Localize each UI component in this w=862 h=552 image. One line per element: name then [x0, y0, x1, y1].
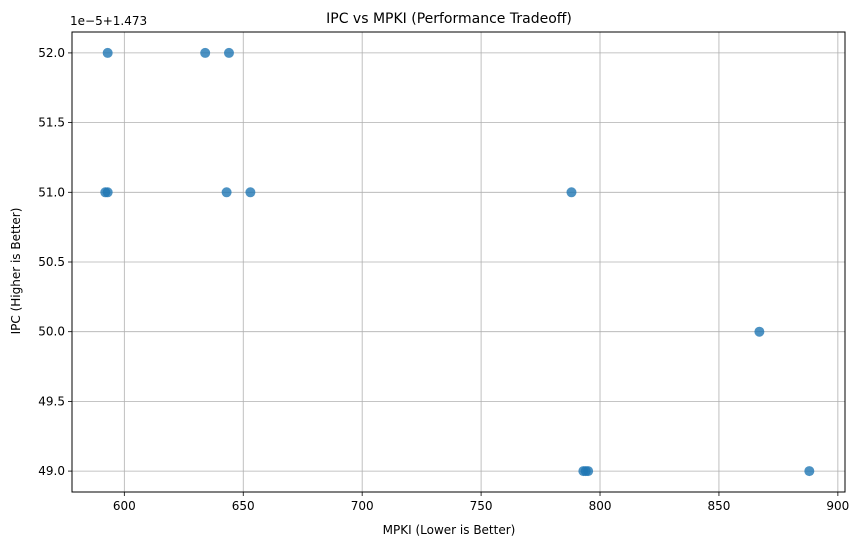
data-point [200, 47, 211, 58]
y-axis-label: IPC (Higher is Better) [9, 208, 23, 335]
x-axis-label: MPKI (Lower is Better) [383, 523, 516, 537]
x-tick-label: 800 [589, 499, 612, 513]
data-point [221, 187, 232, 198]
x-tick-label: 750 [470, 499, 493, 513]
data-points [100, 47, 815, 477]
data-point [583, 466, 594, 477]
x-tick-label: 600 [113, 499, 136, 513]
x-tick-label: 850 [707, 499, 730, 513]
chart-title: IPC vs MPKI (Performance Tradeoff) [326, 11, 572, 27]
data-point [223, 47, 234, 58]
data-point [566, 187, 577, 198]
y-tick-label: 50.0 [38, 325, 65, 339]
y-tick-label: 51.5 [38, 116, 65, 130]
data-point [102, 187, 113, 198]
data-point [245, 187, 256, 198]
grid-lines [72, 32, 845, 492]
y-tick-label: 49.0 [38, 464, 65, 478]
y-tick-label: 52.0 [38, 46, 65, 60]
data-point [754, 326, 765, 337]
y-offset-text: 1e−5+1.473 [70, 14, 147, 28]
x-tick-label: 650 [232, 499, 255, 513]
data-point [102, 47, 113, 58]
x-tick-label: 900 [826, 499, 849, 513]
x-tick-label: 700 [351, 499, 374, 513]
data-point [804, 466, 815, 477]
axis-ticks: 600 650 700 750 800 850 900 49.0 49.5 50.0 50.5 51.… [38, 46, 849, 513]
y-tick-label: 50.5 [38, 255, 65, 269]
y-tick-label: 49.5 [38, 394, 65, 408]
y-tick-label: 51.0 [38, 185, 65, 199]
